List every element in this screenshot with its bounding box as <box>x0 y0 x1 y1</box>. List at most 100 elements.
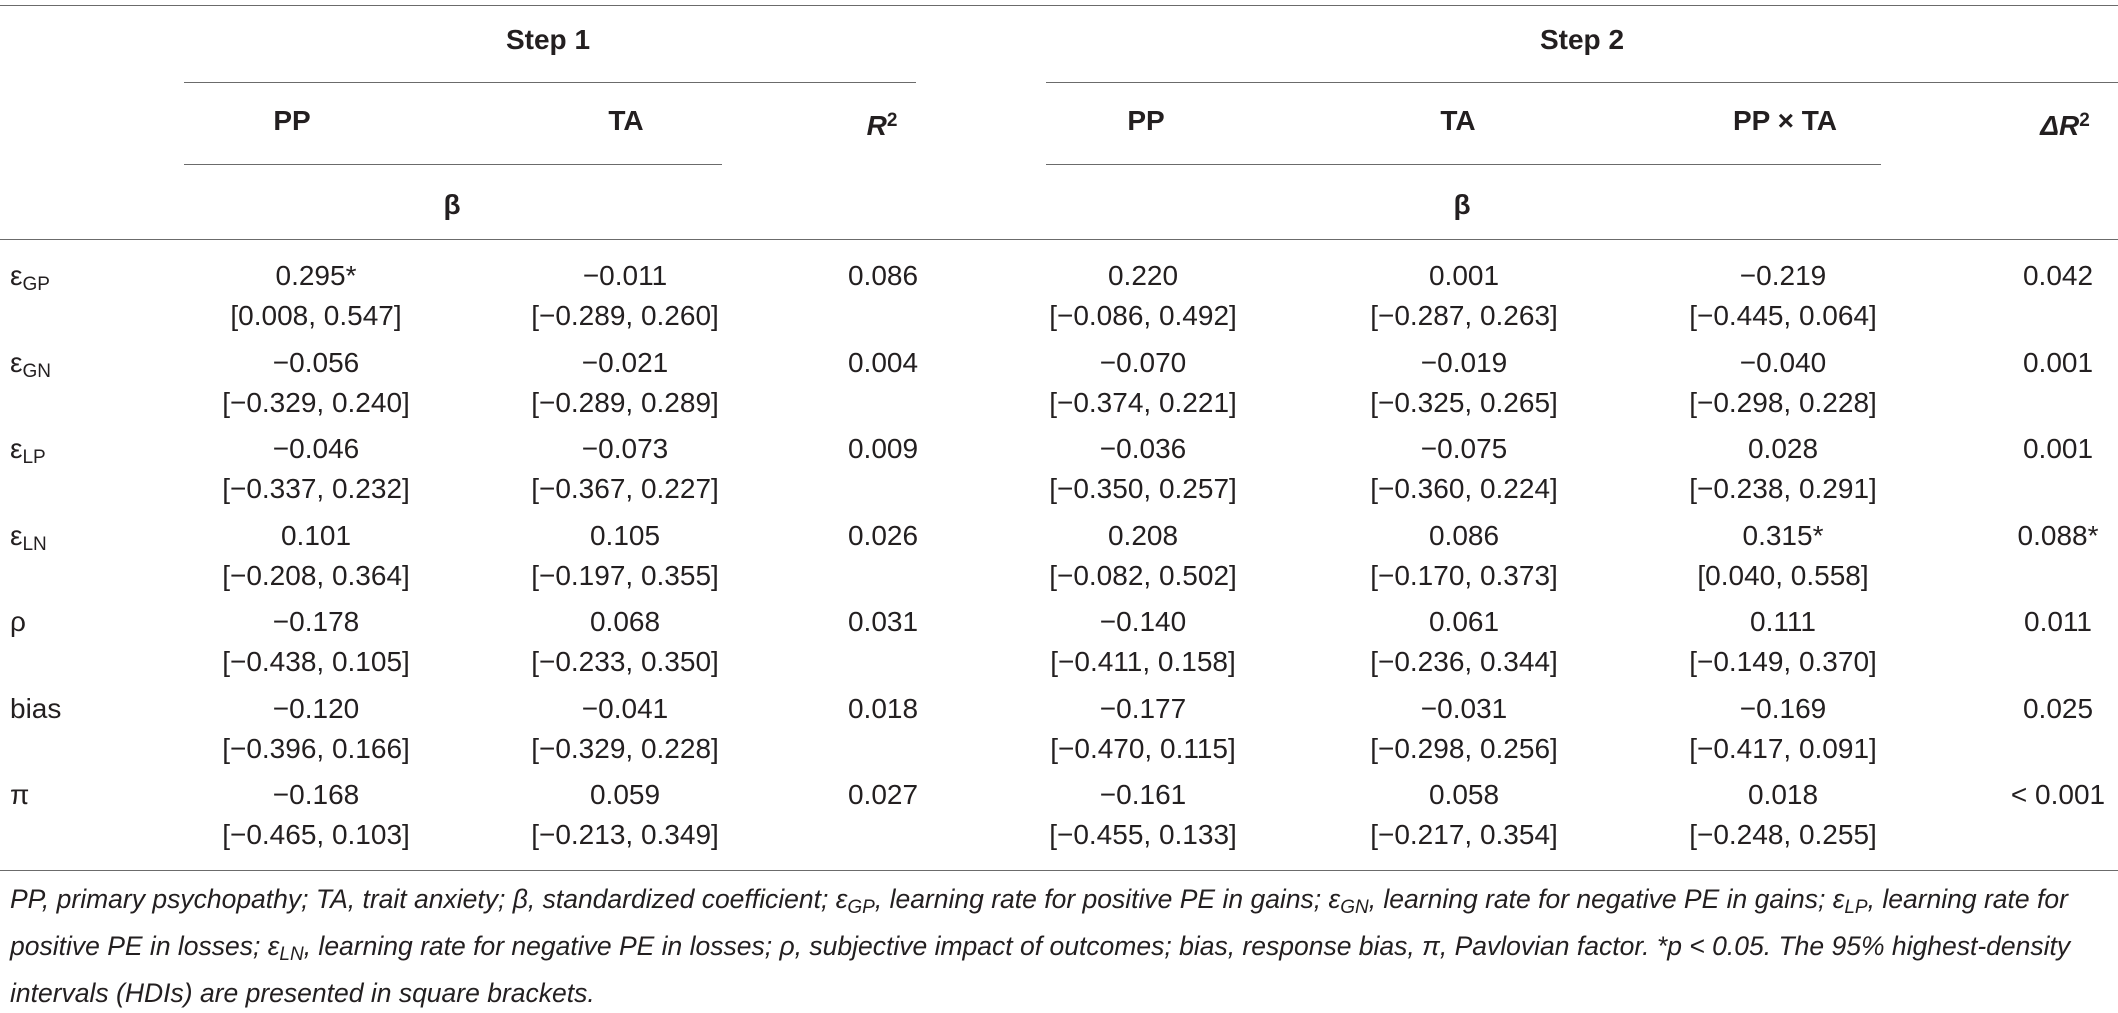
row-label: ρ <box>10 602 26 642</box>
cell-step2-delta-r2: 0.001 <box>2023 429 2093 469</box>
cell-step1-ta: 0.059 [−0.213, 0.349] <box>531 775 719 855</box>
row-label-symbol: ε <box>10 346 23 378</box>
cell-value: −0.040 <box>1739 346 1827 378</box>
cell-step2-pp: −0.161 [−0.455, 0.133] <box>1049 775 1237 855</box>
cell-step1-r2: 0.026 <box>848 516 918 556</box>
row-label-symbol: ε <box>10 433 23 464</box>
cell-step2-ppxta: −0.040 [−0.298, 0.228] <box>1689 343 1877 423</box>
cell-value: 0.027 <box>847 779 919 810</box>
cell-value: 0.028 <box>1747 433 1819 464</box>
cell-value: −0.046 <box>272 433 360 464</box>
cell-value: −0.021 <box>581 346 669 378</box>
row-label: bias <box>10 689 61 729</box>
step1-beta-label: β <box>443 189 461 220</box>
cell-hdi: [−0.170, 0.373] <box>1370 559 1558 591</box>
cell-step2-pp: −0.140 [−0.411, 0.158] <box>1050 602 1236 682</box>
delta-r2-symbol: ΔR <box>2040 110 2080 141</box>
cell-step1-pp: 0.101 [−0.208, 0.364] <box>222 516 410 596</box>
cell-hdi: [−0.470, 0.115] <box>1050 732 1236 764</box>
cell-value: −0.075 <box>1420 433 1508 464</box>
r2-superscript: 2 <box>886 110 898 131</box>
cell-step1-ta: −0.011 [−0.289, 0.260] <box>531 256 719 336</box>
cell-value: 0.058 <box>1428 779 1500 810</box>
cell-value: 0.086 <box>1428 519 1500 551</box>
cell-step2-delta-r2: 0.025 <box>2023 689 2093 729</box>
r2-symbol: R <box>866 110 887 141</box>
col-step2-ta: TA <box>1440 105 1476 136</box>
cell-step2-delta-r2: 0.001 <box>2023 343 2093 383</box>
cell-value: 0.315* <box>1742 519 1824 551</box>
col-step2-ppxta: PP × TA <box>1732 105 1838 136</box>
header-bottom-rule <box>0 239 2118 240</box>
footnote-sub-gp: GP <box>847 897 875 918</box>
cell-step2-pp: 0.220 [−0.086, 0.492] <box>1049 256 1237 336</box>
cell-hdi: [−0.238, 0.291] <box>1689 473 1877 504</box>
cell-value: 0.011 <box>2024 606 2092 637</box>
cell-value: 0.295* <box>275 260 357 291</box>
step2-beta-label: β <box>1453 189 1471 220</box>
cell-step1-pp: −0.178 [−0.438, 0.105] <box>222 602 410 682</box>
cell-step1-r2: 0.031 <box>848 602 918 642</box>
cell-step2-ta: 0.001 [−0.287, 0.263] <box>1370 256 1558 336</box>
cell-step2-ta: −0.031 [−0.298, 0.256] <box>1370 689 1558 769</box>
row-label-subscript: GP <box>22 274 50 295</box>
cell-hdi: [−0.149, 0.370] <box>1689 646 1877 677</box>
cell-value: −0.036 <box>1099 433 1187 464</box>
cell-hdi: [−0.082, 0.502] <box>1049 559 1237 591</box>
cell-step2-delta-r2: 0.088* <box>2018 516 2099 556</box>
row-label: π <box>10 775 29 815</box>
cell-hdi: [−0.411, 0.158] <box>1050 646 1236 677</box>
cell-value: 0.042 <box>2022 260 2094 291</box>
cell-hdi: [−0.236, 0.344] <box>1370 646 1558 677</box>
step1-underline <box>184 82 916 83</box>
footnote-text-2: , learning rate for positive PE in gains… <box>874 884 1341 914</box>
cell-step2-delta-r2: < 0.001 <box>2011 775 2105 815</box>
cell-step1-ta: −0.073 [−0.367, 0.227] <box>531 429 719 509</box>
footnote-text-1: PP, primary psychopathy; TA, trait anxie… <box>10 884 848 914</box>
cell-hdi: [−0.374, 0.221] <box>1049 386 1237 418</box>
col-step1-r2: R2 <box>867 101 898 146</box>
cell-step1-r2: 0.027 <box>848 775 918 815</box>
cell-step1-ta: −0.041 [−0.329, 0.228] <box>531 689 719 769</box>
table-bottom-rule <box>0 870 2118 871</box>
cell-hdi: [−0.217, 0.354] <box>1370 819 1558 850</box>
cell-step1-pp: −0.120 [−0.396, 0.166] <box>222 689 410 769</box>
cell-step2-ppxta: 0.018 [−0.248, 0.255] <box>1689 775 1877 855</box>
cell-value: −0.161 <box>1099 779 1187 810</box>
cell-value: −0.120 <box>272 692 360 724</box>
cell-hdi: [−0.289, 0.289] <box>531 386 719 418</box>
cell-step2-ppxta: −0.219 [−0.445, 0.064] <box>1689 256 1877 336</box>
cell-value: 0.086 <box>847 260 919 291</box>
cell-value: −0.140 <box>1099 606 1187 637</box>
cell-step1-r2: 0.086 <box>848 256 918 296</box>
footnote-sub-ln: LN <box>279 944 304 965</box>
cell-value: 0.088* <box>2017 519 2099 551</box>
cell-hdi: [−0.438, 0.105] <box>222 646 410 677</box>
cell-value: −0.041 <box>581 692 669 724</box>
cell-hdi: [−0.233, 0.350] <box>531 646 719 677</box>
cell-hdi: [−0.465, 0.103] <box>222 819 410 850</box>
step2-underline <box>1046 82 2118 83</box>
cell-value: −0.178 <box>272 606 360 637</box>
col-step1-pp: PP <box>273 105 311 136</box>
col-step2-delta-r2: ΔR2 <box>2040 101 2090 146</box>
cell-step2-ppxta: 0.315* [0.040, 0.558] <box>1697 516 1868 596</box>
cell-value: 0.018 <box>1747 779 1819 810</box>
row-label-subscript: LN <box>22 533 47 555</box>
step1-header: Step 1 <box>505 24 591 55</box>
footnote-text-4: , learning rate for positive PE in losse… <box>10 884 2068 961</box>
footnote-sub-gn: GN <box>1340 897 1369 918</box>
cell-hdi: [−0.298, 0.256] <box>1370 732 1558 764</box>
cell-step1-ta: 0.068 [−0.233, 0.350] <box>531 602 719 682</box>
row-label: εGN <box>10 343 51 392</box>
cell-value: 0.061 <box>1428 606 1500 637</box>
cell-hdi: [−0.337, 0.232] <box>222 473 410 504</box>
cell-value: 0.001 <box>2022 433 2094 464</box>
cell-step2-pp: −0.070 [−0.374, 0.221] <box>1049 343 1237 423</box>
cell-hdi: [0.008, 0.547] <box>230 300 402 331</box>
row-label-subscript: GN <box>22 360 51 382</box>
cell-step1-r2: 0.009 <box>848 429 918 469</box>
cell-value: −0.073 <box>581 433 669 464</box>
row-label-symbol: ε <box>10 519 23 551</box>
cell-value: 0.068 <box>589 606 661 637</box>
